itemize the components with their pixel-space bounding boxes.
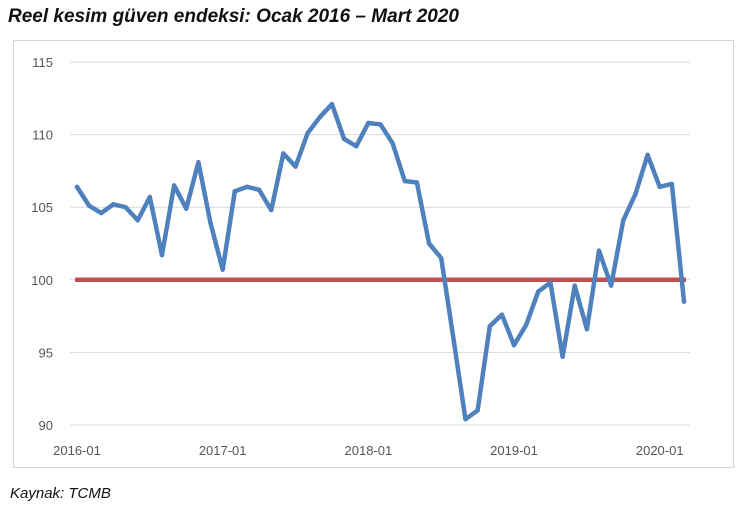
x-tick-label: 2020-01 [636, 443, 684, 458]
y-tick-label: 95 [39, 345, 53, 360]
data-point [184, 206, 189, 211]
data-point [135, 218, 140, 223]
data-point [354, 144, 359, 149]
data-point [451, 335, 456, 341]
data-point [171, 183, 177, 188]
series-line-0 [74, 101, 687, 422]
data-point [621, 218, 626, 223]
data-point [499, 312, 505, 317]
y-tick-label: 100 [31, 273, 53, 288]
data-point [608, 283, 614, 288]
data-point [159, 252, 165, 258]
data-point [414, 180, 420, 185]
data-point [366, 120, 371, 126]
x-tick-label: 2018-01 [345, 443, 393, 458]
data-point [584, 326, 590, 332]
data-point [256, 187, 262, 192]
data-point [99, 210, 104, 216]
data-point [317, 114, 322, 120]
y-tick-label: 110 [32, 128, 53, 143]
data-point [147, 194, 153, 200]
data-point [681, 299, 687, 304]
y-tick-label: 90 [39, 418, 53, 433]
x-tick-label: 2016-01 [53, 443, 101, 458]
data-point [645, 152, 650, 158]
data-point [269, 207, 274, 213]
data-point [220, 267, 225, 272]
data-point [232, 189, 238, 194]
x-tick-label: 2019-01 [490, 443, 538, 458]
data-point [548, 280, 553, 285]
data-point [74, 184, 80, 190]
data-point [244, 184, 250, 190]
x-tick-label: 2017-01 [199, 443, 247, 458]
data-point [560, 354, 565, 359]
data-point [111, 202, 116, 207]
data-point [208, 220, 213, 226]
data-point [390, 141, 395, 146]
data-point [305, 130, 310, 136]
data-point [596, 248, 602, 253]
y-tick-label: 115 [32, 55, 53, 70]
data-point [511, 342, 517, 348]
data-point [572, 283, 577, 288]
data-point [378, 122, 383, 127]
data-point [669, 181, 675, 187]
data-point [426, 241, 432, 246]
data-point [536, 289, 541, 294]
chart-frame [13, 40, 734, 468]
data-point [439, 255, 444, 261]
data-point [281, 151, 286, 156]
data-point [341, 136, 347, 142]
data-point [523, 322, 529, 328]
data-point [463, 416, 468, 422]
y-tick-label: 105 [31, 200, 53, 215]
source-note: Kaynak: TCMB [10, 485, 111, 502]
data-point [633, 191, 638, 197]
data-point [293, 164, 298, 169]
data-point [657, 184, 662, 190]
data-point [196, 159, 201, 165]
data-point [402, 178, 407, 184]
data-point [475, 408, 480, 413]
chart-title: Reel kesim güven endeksi: Ocak 2016 – Ma… [8, 6, 459, 27]
data-point [487, 324, 492, 329]
data-point [123, 205, 128, 210]
data-point [329, 101, 335, 107]
data-point [86, 203, 92, 208]
